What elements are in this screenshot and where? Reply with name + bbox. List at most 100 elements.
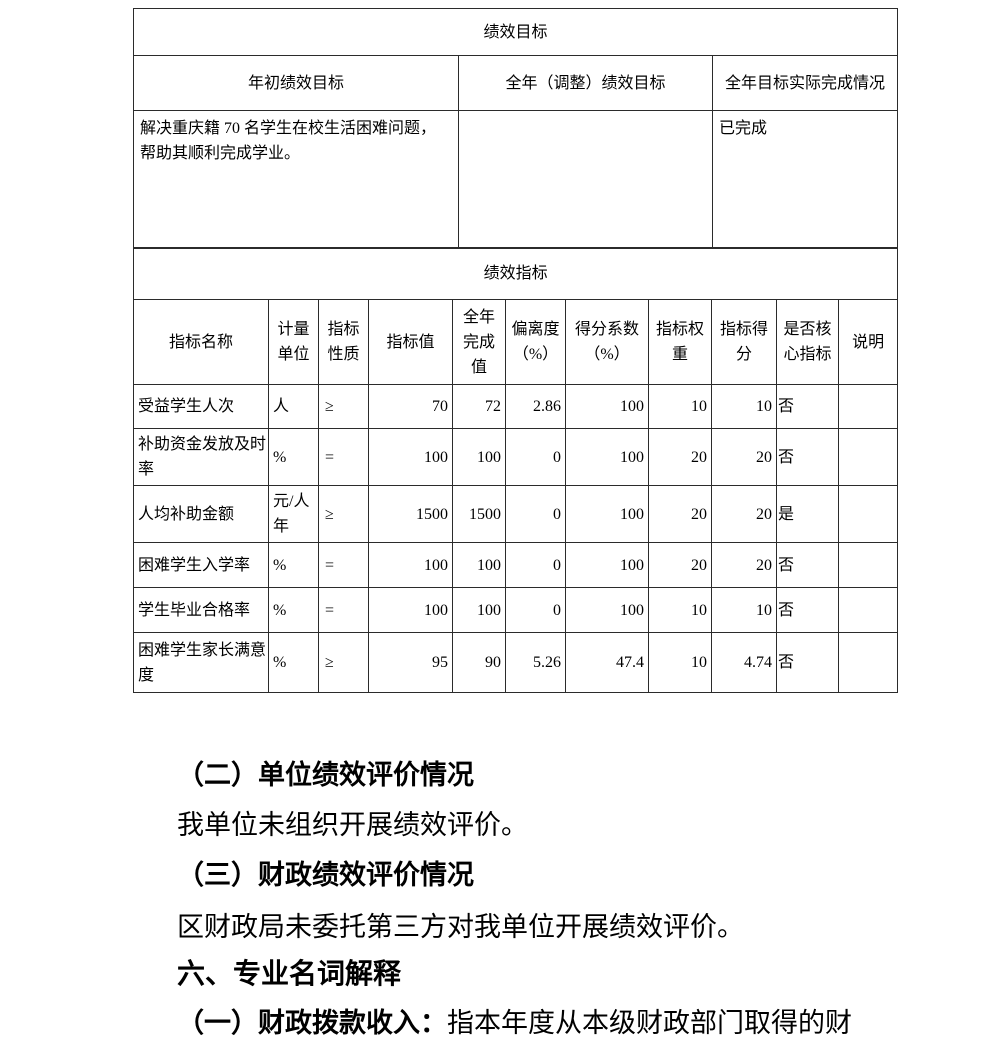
col-header-score-coefficient: 得分系数（%） <box>565 299 649 385</box>
indicator-note <box>837 428 899 486</box>
heading-fiscal-evaluation: （三）财政绩效评价情况 <box>177 860 474 890</box>
paragraph-fiscal-evaluation: 区财政局未委托第三方对我单位开展绩效评价。 <box>177 912 744 942</box>
indicator-note <box>837 542 899 588</box>
term-text: 指本年度从本级财政部门取得的财 <box>447 1008 852 1038</box>
indicator-weight: 20 <box>648 485 712 543</box>
indicator-score-coefficient: 100 <box>565 428 649 486</box>
performance-indicator-table: 绩效指标 指标名称 计量单位 指标性质 指标值 全年完成值 偏离度（%） 得分系… <box>132 247 899 693</box>
paragraph-unit-evaluation: 我单位未组织开展绩效评价。 <box>177 810 528 840</box>
indicator-unit: % <box>268 542 319 588</box>
indicator-deviation: 0 <box>505 485 566 543</box>
col-header-initial-goal: 年初绩效目标 <box>133 55 459 111</box>
indicator-score-coefficient: 47.4 <box>565 632 649 693</box>
indicator-target-value: 1500 <box>368 485 453 543</box>
indicator-name: 受益学生人次 <box>133 384 269 429</box>
col-header-target-value: 指标值 <box>368 299 453 385</box>
indicator-score: 10 <box>711 587 777 633</box>
indicator-score: 4.74 <box>711 632 777 693</box>
indicator-target-value: 100 <box>368 542 453 588</box>
col-header-score: 指标得分 <box>711 299 777 385</box>
indicator-row: 困难学生入学率 % = 100 100 0 100 20 20 否 <box>133 542 899 588</box>
indicator-score: 20 <box>711 428 777 486</box>
indicator-weight: 10 <box>648 632 712 693</box>
indicator-score-coefficient: 100 <box>565 542 649 588</box>
indicator-score-coefficient: 100 <box>565 587 649 633</box>
indicator-score: 20 <box>711 485 777 543</box>
col-header-indicator-name: 指标名称 <box>133 299 269 385</box>
indicator-row: 学生毕业合格率 % = 100 100 0 100 10 10 否 <box>133 587 899 633</box>
indicator-core-flag: 否 <box>776 428 839 486</box>
indicator-completed-value: 1500 <box>452 485 506 543</box>
indicator-completed-value: 100 <box>452 587 506 633</box>
indicator-name: 学生毕业合格率 <box>133 587 269 633</box>
indicator-deviation: 2.86 <box>505 384 566 429</box>
indicator-deviation: 5.26 <box>505 632 566 693</box>
indicator-completed-value: 90 <box>452 632 506 693</box>
col-header-unit: 计量单位 <box>268 299 319 385</box>
performance-target-title: 绩效目标 <box>132 8 899 56</box>
indicator-unit: % <box>268 428 319 486</box>
indicator-target-value: 100 <box>368 587 453 633</box>
indicator-deviation: 0 <box>505 428 566 486</box>
indicator-row: 人均补助金额 元/人年 ≥ 1500 1500 0 100 20 20 是 <box>133 485 899 543</box>
indicator-core-flag: 否 <box>776 384 839 429</box>
indicator-completed-value: 72 <box>452 384 506 429</box>
indicator-nature: ≥ <box>318 384 369 429</box>
indicator-nature: = <box>318 587 369 633</box>
indicator-name: 困难学生家长满意度 <box>133 632 269 693</box>
indicator-score: 20 <box>711 542 777 588</box>
indicator-unit: 元/人年 <box>268 485 319 543</box>
indicator-note <box>837 485 899 543</box>
indicator-row: 补助资金发放及时率 % = 100 100 0 100 20 20 否 <box>133 428 899 486</box>
indicator-unit: % <box>268 587 319 633</box>
col-header-nature: 指标性质 <box>318 299 369 385</box>
indicator-row: 困难学生家长满意度 % ≥ 95 90 5.26 47.4 10 4.74 否 <box>133 632 899 693</box>
indicator-note <box>837 384 899 429</box>
target-row: 解决重庆籍 70 名学生在校生活困难问题，帮助其顺利完成学业。 已完成 <box>133 110 899 249</box>
indicator-nature: = <box>318 542 369 588</box>
heading-unit-evaluation: （二）单位绩效评价情况 <box>177 760 474 790</box>
indicator-core-flag: 否 <box>776 632 839 693</box>
col-header-adjusted-goal: 全年（调整）绩效目标 <box>458 55 713 111</box>
indicator-nature: ≥ <box>318 485 369 543</box>
indicator-target-value: 100 <box>368 428 453 486</box>
col-header-deviation: 偏离度（%） <box>505 299 566 385</box>
indicator-note <box>837 632 899 693</box>
section-heading-terms: 六、专业名词解释 <box>177 958 402 989</box>
indicator-completed-value: 100 <box>452 428 506 486</box>
col-header-completed-value: 全年完成值 <box>452 299 506 385</box>
col-header-weight: 指标权重 <box>648 299 712 385</box>
indicator-unit: % <box>268 632 319 693</box>
col-header-note: 说明 <box>837 299 899 385</box>
indicator-weight: 20 <box>648 542 712 588</box>
col-header-core-indicator: 是否核心指标 <box>776 299 839 385</box>
indicator-score-coefficient: 100 <box>565 384 649 429</box>
actual-completion-cell: 已完成 <box>711 110 899 249</box>
indicator-unit: 人 <box>268 384 319 429</box>
indicator-deviation: 0 <box>505 587 566 633</box>
indicator-deviation: 0 <box>505 542 566 588</box>
indicator-row: 受益学生人次 人 ≥ 70 72 2.86 100 10 10 否 <box>133 384 899 429</box>
indicator-target-value: 95 <box>368 632 453 693</box>
indicator-weight: 10 <box>648 587 712 633</box>
adjusted-goal-cell <box>458 110 713 249</box>
indicator-core-flag: 否 <box>776 587 839 633</box>
indicator-weight: 10 <box>648 384 712 429</box>
indicator-score-coefficient: 100 <box>565 485 649 543</box>
indicator-name: 困难学生入学率 <box>133 542 269 588</box>
indicator-target-value: 70 <box>368 384 453 429</box>
indicator-weight: 20 <box>648 428 712 486</box>
indicator-core-flag: 否 <box>776 542 839 588</box>
indicator-completed-value: 100 <box>452 542 506 588</box>
indicator-name: 补助资金发放及时率 <box>133 428 269 486</box>
indicator-name: 人均补助金额 <box>133 485 269 543</box>
term-definition-line: （一）财政拨款收入：指本年度从本级财政部门取得的财 <box>133 1006 973 1040</box>
indicator-nature: ≥ <box>318 632 369 693</box>
performance-indicator-title: 绩效指标 <box>132 247 899 300</box>
initial-goal-cell: 解决重庆籍 70 名学生在校生活困难问题，帮助其顺利完成学业。 <box>133 110 459 249</box>
term-label: （一）财政拨款收入： <box>177 1008 447 1038</box>
indicator-core-flag: 是 <box>776 485 839 543</box>
performance-target-table: 绩效目标 年初绩效目标 全年（调整）绩效目标 全年目标实际完成情况 解决重庆籍 … <box>132 8 899 249</box>
indicator-header-row: 指标名称 计量单位 指标性质 指标值 全年完成值 偏离度（%） 得分系数（%） … <box>133 299 899 385</box>
